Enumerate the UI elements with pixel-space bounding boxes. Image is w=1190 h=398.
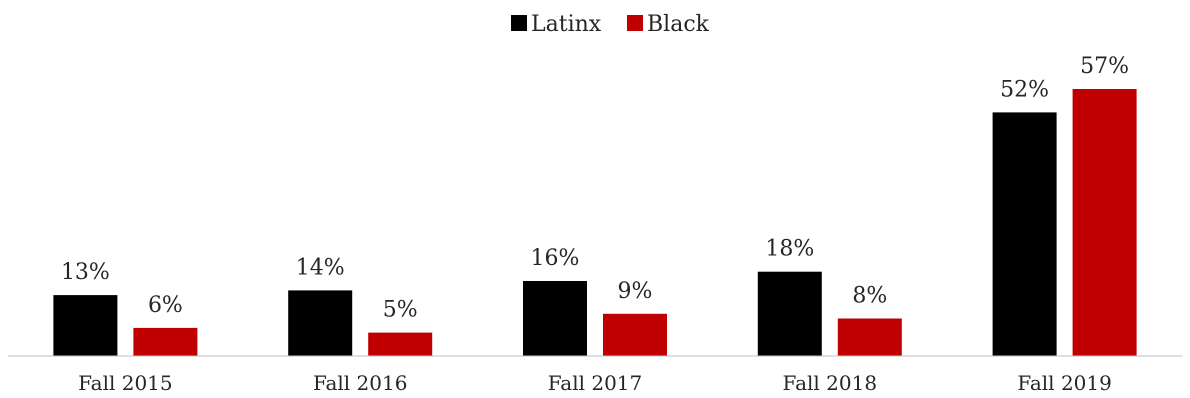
chart-legend: Latinx Black: [511, 12, 710, 37]
bar-latinx-fall-2016: [288, 290, 353, 356]
value-label-latinx-fall-2018: 18%: [765, 237, 814, 262]
legend-swatch-latinx: [511, 15, 527, 31]
value-label-latinx-fall-2019: 52%: [1000, 77, 1049, 102]
bar-latinx-fall-2015: [53, 295, 118, 356]
x-tick-label-fall-2019: Fall 2019: [1017, 371, 1112, 395]
bar-latinx-fall-2019: [992, 112, 1057, 357]
value-label-black-fall-2017: 9%: [618, 279, 653, 304]
x-tick-label-fall-2015: Fall 2015: [78, 371, 173, 395]
x-tick-label-fall-2018: Fall 2018: [783, 371, 878, 395]
bars-layer: [53, 89, 1137, 357]
value-label-black-fall-2016: 5%: [383, 298, 418, 323]
x-tick-labels-layer: Fall 2015 Fall 2016 Fall 2017 Fall 2018 Fall…: [78, 371, 1112, 395]
legend-label-black: Black: [647, 12, 710, 37]
bar-black-fall-2016: [368, 332, 433, 356]
x-tick-label-fall-2017: Fall 2017: [548, 371, 643, 395]
bar-black-fall-2019: [1072, 89, 1137, 356]
value-labels-layer: 13% 6% 14% 5% 16% 9% 18% 8% 52% 57%: [61, 54, 1129, 323]
x-tick-label-fall-2016: Fall 2016: [313, 371, 408, 395]
bar-latinx-fall-2018: [757, 271, 822, 356]
value-label-black-fall-2019: 57%: [1080, 54, 1129, 79]
value-label-latinx-fall-2016: 14%: [296, 255, 345, 280]
legend-swatch-black: [627, 15, 643, 31]
legend-label-latinx: Latinx: [531, 12, 602, 37]
value-label-black-fall-2018: 8%: [852, 284, 887, 309]
bar-black-fall-2017: [603, 313, 667, 356]
bar-latinx-fall-2017: [523, 281, 587, 356]
bar-black-fall-2015: [133, 327, 198, 356]
value-label-black-fall-2015: 6%: [148, 293, 183, 318]
bar-black-fall-2018: [837, 318, 902, 356]
value-label-latinx-fall-2017: 16%: [531, 246, 580, 271]
value-label-latinx-fall-2015: 13%: [61, 260, 110, 285]
